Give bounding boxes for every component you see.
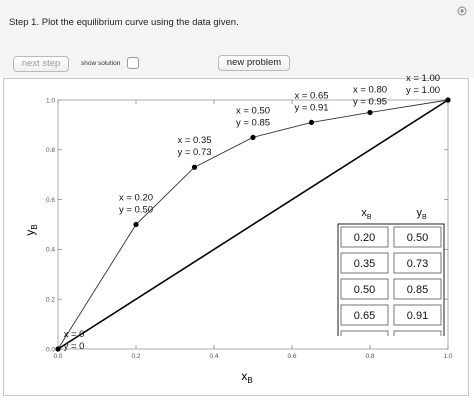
reset-icon[interactable] bbox=[457, 6, 467, 16]
table-cell bbox=[393, 226, 442, 248]
data-point bbox=[250, 134, 256, 140]
point-label-y: y = 0 bbox=[64, 341, 85, 352]
next-step-button[interactable]: next step bbox=[13, 56, 69, 72]
y-tick-label: 0.0 bbox=[46, 346, 55, 353]
table-cell-value: 0.85 bbox=[407, 284, 428, 296]
step-instruction: Step 1. Plot the equilibrium curve using… bbox=[9, 17, 239, 28]
table-cell bbox=[393, 304, 442, 326]
y-tick-label: 0.8 bbox=[46, 147, 55, 154]
table-cell bbox=[340, 330, 389, 336]
x-tick-label: 0.4 bbox=[209, 353, 218, 360]
data-point bbox=[55, 346, 61, 352]
point-label-x: x = 0.50 bbox=[236, 105, 270, 116]
point-label-x: x = 0.80 bbox=[353, 84, 387, 95]
equilibrium-data-table: xByB0.200.500.350.730.500.850.650.910.80… bbox=[337, 207, 445, 336]
point-label-y: y = 0.91 bbox=[294, 102, 328, 113]
table-cell bbox=[340, 278, 389, 300]
table-cell bbox=[340, 304, 389, 326]
point-label-x: x = 0.35 bbox=[177, 135, 211, 146]
y-tick-label: 1.0 bbox=[46, 97, 55, 104]
diagonal-line bbox=[57, 99, 449, 350]
point-label-x: x = 0.20 bbox=[119, 193, 153, 204]
table-cell-value: 0.20 bbox=[354, 232, 375, 244]
header-bar: Step 1. Plot the equilibrium curve using… bbox=[0, 0, 474, 48]
table-cell bbox=[393, 330, 442, 336]
show-solution-label: show solution bbox=[81, 60, 121, 67]
table-cell-value: 0.35 bbox=[354, 258, 375, 270]
table-cell-value: 0.65 bbox=[354, 310, 375, 322]
table-cell-value: 0.73 bbox=[407, 258, 428, 270]
point-label-y: y = 0.85 bbox=[236, 117, 270, 128]
point-label-y: y = 0.95 bbox=[353, 96, 387, 107]
data-point bbox=[367, 109, 373, 116]
point-label-y: y = 0.50 bbox=[119, 205, 153, 216]
data-point bbox=[308, 119, 315, 126]
table-cell-value: 0.50 bbox=[407, 232, 428, 244]
x-tick-label: 0.0 bbox=[53, 353, 62, 360]
table-header: xB bbox=[361, 207, 372, 221]
table-cell bbox=[340, 252, 389, 274]
y-tick-label: 0.6 bbox=[46, 197, 55, 204]
table-cell-value: 0.50 bbox=[354, 284, 375, 296]
point-label-x: x = 1.00 bbox=[406, 73, 440, 84]
x-tick-label: 0.8 bbox=[365, 353, 374, 360]
data-point bbox=[445, 97, 451, 103]
point-label-y: y = 1.00 bbox=[406, 85, 440, 96]
x-axis-label: xB bbox=[241, 369, 252, 385]
point-label-y: y = 0.73 bbox=[177, 147, 211, 158]
y-tick-label: 0.2 bbox=[46, 297, 55, 304]
x-tick-label: 0.6 bbox=[287, 353, 296, 360]
table-cell bbox=[393, 252, 442, 274]
plot-frame bbox=[57, 99, 449, 350]
y-axis-label: yB bbox=[23, 224, 39, 235]
x-tick-label: 0.2 bbox=[131, 353, 140, 360]
table-cell-value: 0.91 bbox=[407, 310, 428, 322]
point-label-x: x = 0.65 bbox=[294, 90, 328, 101]
data-point bbox=[191, 164, 198, 170]
new-problem-button[interactable]: new problem bbox=[218, 55, 290, 71]
table-cell bbox=[393, 278, 442, 300]
controls-bar: next step show solution new problem bbox=[0, 48, 474, 78]
data-point bbox=[133, 221, 139, 228]
point-label-x: x = 0 bbox=[64, 329, 85, 340]
table-header: yB bbox=[417, 207, 428, 221]
x-tick-label: 1.0 bbox=[443, 353, 452, 360]
show-solution-checkbox[interactable] bbox=[127, 57, 139, 69]
table-cell bbox=[340, 226, 389, 248]
y-tick-label: 0.4 bbox=[46, 247, 55, 254]
